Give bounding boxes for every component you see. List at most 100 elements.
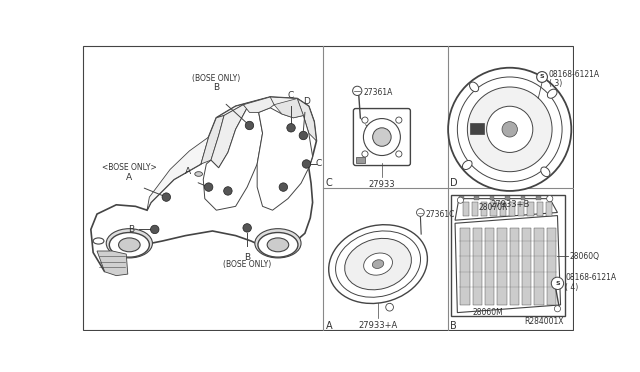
Bar [505, 196, 509, 200]
Text: 08168-6121A: 08168-6121A [549, 70, 600, 79]
Circle shape [162, 193, 170, 201]
Polygon shape [147, 137, 209, 210]
Bar [463, 202, 469, 216]
Circle shape [417, 209, 424, 217]
Ellipse shape [329, 225, 428, 304]
Bar [537, 202, 543, 216]
Ellipse shape [335, 231, 420, 297]
Text: 27361A: 27361A [364, 88, 393, 97]
Text: 27361C: 27361C [425, 209, 454, 218]
Bar [472, 202, 478, 216]
Circle shape [243, 224, 252, 232]
Text: C: C [326, 178, 332, 188]
Ellipse shape [345, 238, 412, 290]
Polygon shape [204, 108, 262, 210]
Text: A: A [326, 321, 332, 331]
Circle shape [353, 86, 362, 96]
Ellipse shape [267, 238, 289, 252]
Bar [509, 228, 519, 305]
Text: A: A [185, 167, 191, 176]
Circle shape [396, 117, 402, 123]
Bar [522, 228, 531, 305]
Bar [460, 228, 470, 305]
Ellipse shape [195, 172, 202, 176]
Ellipse shape [541, 167, 550, 177]
Text: ( 3): ( 3) [549, 79, 563, 89]
Text: 27933+A: 27933+A [358, 321, 397, 330]
Circle shape [362, 117, 368, 123]
Text: 28060Q: 28060Q [570, 252, 600, 261]
Text: 08168-6121A: 08168-6121A [565, 273, 616, 282]
Text: B: B [129, 225, 134, 234]
Circle shape [372, 128, 391, 146]
Polygon shape [97, 251, 128, 276]
Bar [490, 196, 494, 200]
Ellipse shape [372, 260, 384, 269]
Ellipse shape [93, 238, 104, 244]
Bar [500, 202, 506, 216]
Text: B: B [213, 83, 220, 92]
Text: R284001X: R284001X [524, 317, 563, 326]
Bar [547, 228, 556, 305]
Bar [451, 195, 565, 317]
Circle shape [204, 183, 213, 191]
Text: 27933+B: 27933+B [490, 200, 529, 209]
Ellipse shape [470, 82, 479, 92]
Circle shape [386, 303, 394, 311]
Text: B: B [244, 253, 250, 262]
Polygon shape [243, 97, 274, 112]
Bar [497, 228, 507, 305]
Circle shape [287, 124, 295, 132]
Circle shape [551, 277, 564, 289]
Bar [470, 123, 484, 134]
Ellipse shape [106, 229, 152, 258]
Polygon shape [216, 97, 314, 122]
Circle shape [396, 151, 402, 157]
Bar [536, 196, 541, 200]
Bar [547, 196, 552, 200]
Bar [509, 202, 515, 216]
Circle shape [458, 197, 463, 203]
Text: (BOSE ONLY): (BOSE ONLY) [192, 74, 241, 83]
Text: 28060M: 28060M [473, 308, 504, 317]
Text: B: B [450, 321, 457, 331]
Circle shape [299, 131, 308, 140]
Bar [490, 202, 497, 216]
Circle shape [554, 306, 561, 312]
Polygon shape [455, 216, 561, 312]
Text: 28070R: 28070R [478, 203, 508, 212]
Ellipse shape [109, 232, 149, 257]
Bar [518, 202, 524, 216]
Ellipse shape [255, 229, 301, 258]
Text: D: D [303, 97, 310, 106]
Bar [546, 202, 552, 216]
Text: C: C [288, 91, 294, 100]
Circle shape [458, 77, 562, 182]
Ellipse shape [258, 232, 298, 257]
Text: 27933: 27933 [369, 180, 396, 189]
Circle shape [279, 183, 287, 191]
Polygon shape [201, 115, 224, 164]
Circle shape [467, 87, 552, 172]
Ellipse shape [547, 89, 557, 98]
Text: A: A [126, 173, 132, 182]
Circle shape [364, 119, 401, 155]
Bar [473, 228, 482, 305]
Circle shape [502, 122, 517, 137]
Circle shape [448, 68, 572, 191]
Text: S: S [540, 74, 545, 80]
Bar [356, 157, 365, 163]
Circle shape [302, 160, 310, 168]
Ellipse shape [118, 238, 140, 252]
FancyBboxPatch shape [353, 109, 410, 166]
Circle shape [537, 71, 547, 82]
Text: ( 4): ( 4) [565, 283, 579, 292]
Polygon shape [91, 97, 316, 272]
Polygon shape [257, 108, 312, 210]
Circle shape [245, 121, 253, 130]
Polygon shape [297, 99, 316, 141]
Text: (BOSE ONLY): (BOSE ONLY) [223, 260, 271, 269]
Text: D: D [450, 178, 458, 188]
Text: <BOSE ONLY>: <BOSE ONLY> [102, 163, 157, 172]
Text: S: S [555, 281, 560, 286]
